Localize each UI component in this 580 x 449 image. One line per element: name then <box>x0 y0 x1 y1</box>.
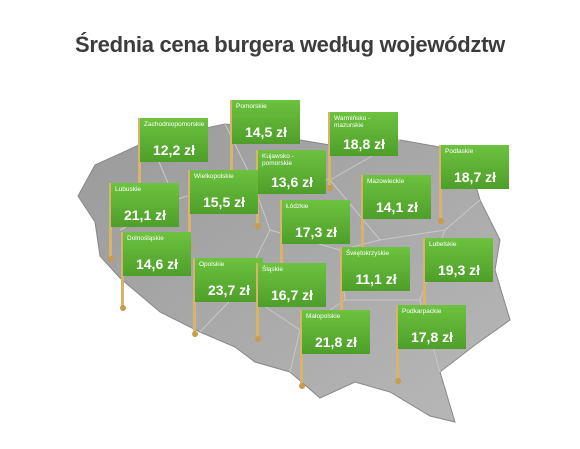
region-name: Podlaskie <box>445 148 474 155</box>
flag-pole <box>423 238 426 314</box>
price: 18,8 zł <box>342 136 386 152</box>
price: 11,1 zł <box>355 271 397 287</box>
flag: Warmińsko -mazurskie 18,8 zł <box>330 112 398 156</box>
region-name: Mazowieckie <box>367 178 405 185</box>
region-name: Dolnośląskie <box>127 235 164 242</box>
price: 13,6 zł <box>270 174 314 190</box>
flag-pole <box>280 200 283 276</box>
flag: Lubuskie 21,1 zł <box>111 183 179 227</box>
flag-pole-base <box>191 331 198 337</box>
price: 15,5 zł <box>202 194 246 210</box>
region-name: Warmińsko -mazurskie <box>334 115 371 129</box>
flag: Mazowieckie 14,1 zł <box>363 175 431 219</box>
flag-pole <box>396 305 399 381</box>
flag: Podkarpackie 17,8 zł <box>398 305 466 349</box>
price: 14,6 zł <box>135 256 179 272</box>
region-name: Opolskie <box>199 261 225 268</box>
price: 16,7 zł <box>270 287 314 303</box>
flag-pole <box>121 232 124 308</box>
flag-pole-base <box>298 383 305 389</box>
flag-pole <box>328 112 331 188</box>
flag: Dolnośląskie 14,6 zł <box>123 232 191 276</box>
flag-pole <box>188 170 191 246</box>
price: 21,1 zł <box>123 207 167 223</box>
flag-pole <box>300 310 303 386</box>
flag: Podlaskie 18,7 zł <box>441 145 509 189</box>
flag: Łódzkie 17,3 zł <box>282 200 350 244</box>
flag-pole <box>439 145 442 221</box>
price: 23,7 zł <box>207 282 251 298</box>
price: 14,5 zł <box>244 124 288 140</box>
flag-pole-base <box>107 256 114 262</box>
flag-pole-base <box>254 336 261 342</box>
flag: Lubelskie 19,3 zł <box>425 238 493 282</box>
price: 14,1 zł <box>375 199 419 215</box>
price: 17,8 zł <box>410 329 454 345</box>
flag-pole <box>361 175 364 251</box>
title: Średnia cena burgera według województw <box>75 32 505 57</box>
flag-pole-base <box>119 305 126 311</box>
flag: Zachodniopomorskie 12,2 zł <box>140 118 208 162</box>
flag-pole-base <box>394 378 401 384</box>
region-name: Śląskie <box>262 266 283 273</box>
flag-pole <box>109 183 112 259</box>
price: 17,3 zł <box>294 224 338 240</box>
price: 18,7 zł <box>453 169 497 185</box>
flag: Pomorskie 14,5 zł <box>232 100 300 144</box>
region-name: Zachodniopomorskie <box>144 121 205 128</box>
flag-pole <box>138 118 141 194</box>
price: 19,3 zł <box>437 262 481 278</box>
flag-pole-base <box>437 218 444 224</box>
region-name: Kujawsko -pomorskie <box>262 153 294 167</box>
price: 21,8 zł <box>314 334 358 350</box>
region-name: Lubelskie <box>429 241 457 248</box>
flag: Świętokrzyskie 11,1 zł <box>342 247 410 291</box>
region-name: Lubuskie <box>115 186 142 193</box>
flag: Małopolskie 21,8 zł <box>302 310 370 354</box>
flag: Opolskie 23,7 zł <box>195 258 263 302</box>
region-name: Podkarpackie <box>402 308 442 315</box>
flag-pole-base <box>326 185 333 191</box>
flag-pole <box>256 263 259 339</box>
region-name: Wielkopolskie <box>194 173 234 180</box>
region-name: Małopolskie <box>306 313 341 320</box>
region-name: Świętokrzyskie <box>346 250 389 257</box>
region-name: Pomorskie <box>236 103 267 110</box>
flag-pole <box>230 100 233 176</box>
region-name: Łódzkie <box>286 203 309 210</box>
flag-pole <box>340 247 343 323</box>
flag: Śląskie 16,7 zł <box>258 263 326 307</box>
flag-pole <box>193 258 196 334</box>
flag-pole-base <box>254 223 261 229</box>
flag: Wielkopolskie 15,5 zł <box>190 170 258 214</box>
flag: Kujawsko -pomorskie 13,6 zł <box>258 150 326 194</box>
price: 12,2 zł <box>152 142 196 158</box>
